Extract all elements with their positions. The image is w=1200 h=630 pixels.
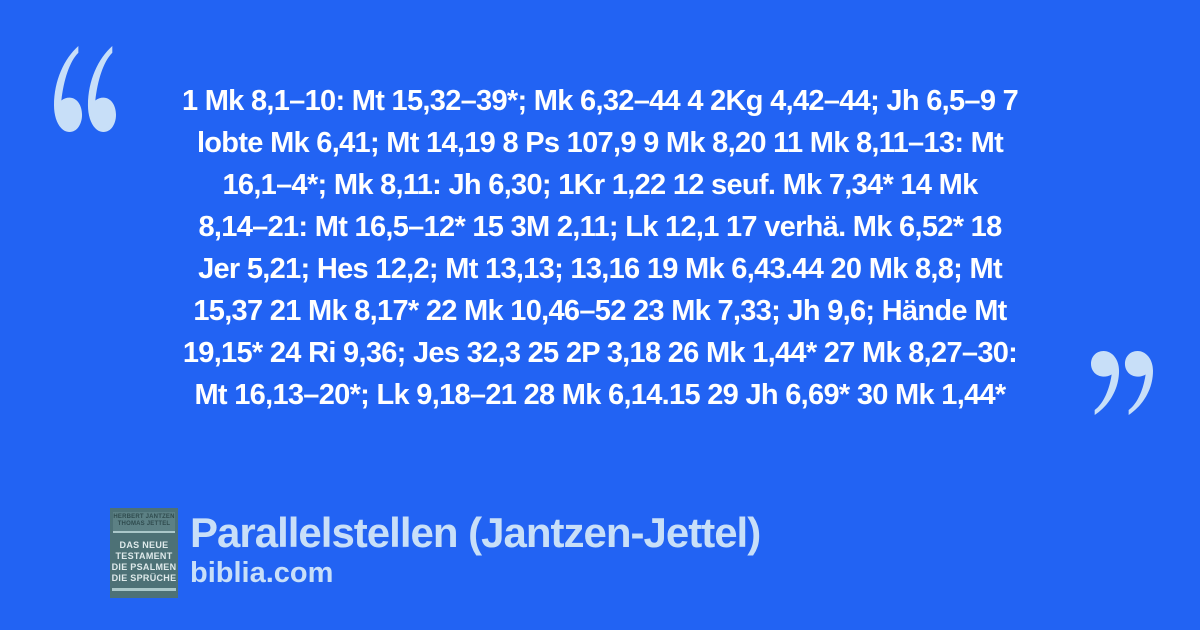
footer-meta: Parallelstellen (Jantzen-Jettel) biblia.… xyxy=(190,509,761,590)
book-cover-author-band: HERBERT JANTZEN THOMAS JETTEL xyxy=(113,512,175,533)
book-author: THOMAS JETTEL xyxy=(117,521,171,527)
site-name: biblia.com xyxy=(190,557,334,589)
book-cover-title: DAS NEUE TESTAMENT DIE PSALMEN DIE SPRÜC… xyxy=(110,540,178,584)
book-author: HERBERT JANTZEN xyxy=(113,514,175,520)
quote-text-block: 1 Mk 8,1–10: Mt 15,32–39*; Mk 6,32–44 4 … xyxy=(0,80,1200,416)
quote-line: 1 Mk 8,1–10: Mt 15,32–39*; Mk 6,32–44 4 … xyxy=(181,85,1019,117)
quote-line: 15,37 21 Mk 8,17* 22 Mk 10,46–52 23 Mk 7… xyxy=(193,295,1007,327)
quote-line: Jer 5,21; Hes 12,2; Mt 13,13; 13,16 19 M… xyxy=(198,253,1003,285)
quote-line: 19,15* 24 Ri 9,36; Jes 32,3 25 2P 3,18 2… xyxy=(182,337,1018,369)
book-cover-title-line: DIE SPRÜCHE xyxy=(111,573,177,583)
quote-line: 8,14–21: Mt 16,5–12* 15 3M 2,11; Lk 12,1… xyxy=(198,211,1003,243)
quote-line: lobte Mk 6,41; Mt 14,19 8 Ps 107,9 9 Mk … xyxy=(196,127,1004,159)
book-cover-title-line: DAS NEUE xyxy=(119,540,169,550)
book-cover: HERBERT JANTZEN THOMAS JETTEL DAS NEUE T… xyxy=(110,508,178,598)
book-cover-title-line: DIE PSALMEN xyxy=(111,562,177,572)
book-cover-stripe xyxy=(112,588,176,591)
open-quote-icon xyxy=(54,46,116,132)
quote-line: Mt 16,13–20*; Lk 9,18–21 28 Mk 6,14.15 2… xyxy=(194,379,1006,411)
page-title: Parallelstellen (Jantzen-Jettel) xyxy=(190,509,761,556)
quote-line: 16,1–4*; Mk 8,11: Jh 6,30; 1Kr 1,22 12 s… xyxy=(222,169,978,201)
close-quote-icon xyxy=(1091,351,1153,415)
book-cover-title-line: TESTAMENT xyxy=(115,551,173,561)
